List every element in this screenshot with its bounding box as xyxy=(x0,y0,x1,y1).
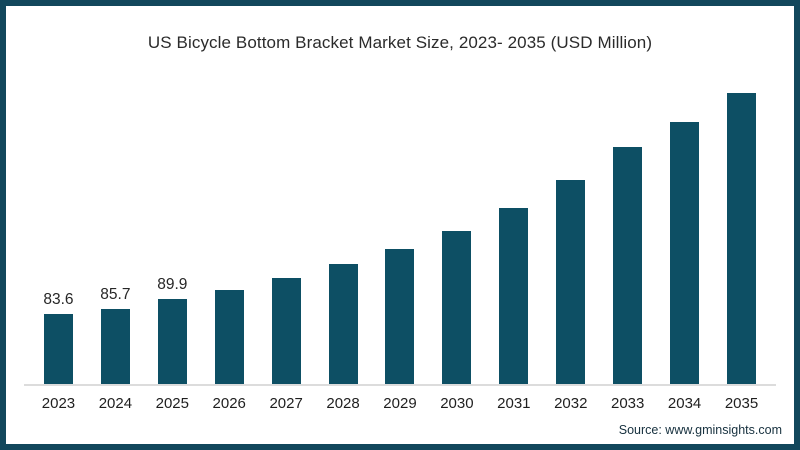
bar-column-2027 xyxy=(258,86,315,385)
bar-2024 xyxy=(100,309,130,385)
x-tick-label-2034: 2034 xyxy=(667,395,702,412)
bar-column-2034 xyxy=(656,86,713,385)
bar-column-2025: 89.9 xyxy=(144,86,201,385)
x-tick-label-2033: 2033 xyxy=(610,395,645,412)
bar-2030 xyxy=(442,231,472,385)
bar-2031 xyxy=(499,208,529,385)
x-tick-label-2031: 2031 xyxy=(497,395,531,412)
bar-column-2026 xyxy=(201,86,258,385)
bar-column-2028 xyxy=(315,86,372,385)
x-axis-labels: 2023 2024 2025 2026 2027 2028 2029 2030 2031 2032… xyxy=(30,395,770,412)
bar-column-2030 xyxy=(428,86,485,385)
bar-2034 xyxy=(670,122,700,385)
chart-title: US Bicycle Bottom Bracket Market Size, 2… xyxy=(147,33,653,52)
x-tick-label-2028: 2028 xyxy=(326,395,360,412)
x-tick-label-2024: 2024 xyxy=(98,395,133,412)
bar-column-2029 xyxy=(372,86,429,385)
bar-2027 xyxy=(271,278,301,385)
bar-2033 xyxy=(613,147,643,385)
x-tick-label-2029: 2029 xyxy=(383,395,417,412)
bar-column-2032 xyxy=(542,86,599,385)
x-tick-label-2027: 2027 xyxy=(269,395,303,412)
bar-column-2031 xyxy=(485,86,542,385)
bar-column-2035 xyxy=(713,86,770,385)
x-tick-label-2025: 2025 xyxy=(155,395,189,412)
data-label-2023: 83.6 xyxy=(43,291,74,308)
bar-column-2023: 83.6 xyxy=(30,86,87,385)
x-axis-baseline xyxy=(24,384,776,386)
x-tick-label-2023: 2023 xyxy=(41,395,76,412)
x-tick-label-2026: 2026 xyxy=(212,395,246,412)
bar-2032 xyxy=(556,180,586,385)
bar-2026 xyxy=(214,290,244,385)
bar-2025 xyxy=(157,299,187,385)
source-credit: Source: www.gminsights.com xyxy=(618,423,782,437)
bar-2035 xyxy=(727,93,757,385)
bar-column-2024: 85.7 xyxy=(87,86,144,385)
bar-2023 xyxy=(43,314,73,385)
x-tick-label-2032: 2032 xyxy=(554,395,588,412)
bar-column-2033 xyxy=(599,86,656,385)
data-label-2025: 89.9 xyxy=(157,276,188,293)
bar-2029 xyxy=(385,249,415,385)
x-tick-label-2030: 2030 xyxy=(440,395,474,412)
x-tick-label-2035: 2035 xyxy=(724,395,759,412)
data-label-2024: 85.7 xyxy=(100,286,131,303)
bar-2028 xyxy=(328,264,358,385)
bars-plot-area: 83.6 85.7 89.9 xyxy=(30,86,770,385)
